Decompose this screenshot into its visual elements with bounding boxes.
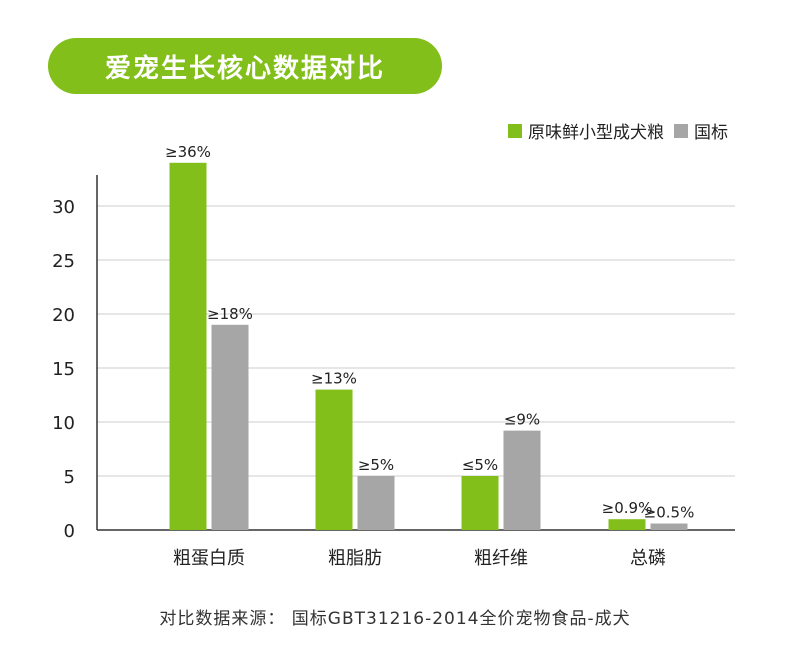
- y-tick-label: 10: [52, 413, 75, 434]
- data-label: ≤5%: [462, 456, 498, 474]
- data-label: ≥5%: [358, 456, 394, 474]
- bar: [650, 523, 688, 530]
- legend-label-standard: 国标: [694, 123, 728, 143]
- title-pill: 爱宠生长核心数据对比: [48, 38, 442, 94]
- source-note: 对比数据来源： 国标GBT31216-2014全价宠物食品-成犬: [159, 609, 631, 629]
- y-tick-label: 0: [64, 521, 75, 542]
- data-label: ≥36%: [165, 143, 211, 161]
- x-category-label: 粗蛋白质: [173, 548, 245, 569]
- x-category-label: 粗纤维: [474, 548, 528, 569]
- bar: [211, 324, 249, 530]
- y-tick-label: 30: [52, 197, 75, 218]
- data-label: ≥0.9%: [602, 499, 653, 517]
- data-label: ≥13%: [311, 370, 357, 388]
- legend-label-product: 原味鲜小型成犬粮: [528, 123, 664, 143]
- bar: [169, 162, 207, 531]
- bar: [461, 476, 499, 530]
- y-tick-label: 5: [64, 467, 75, 488]
- legend-swatch-product: [508, 123, 522, 138]
- bar: [315, 389, 353, 530]
- legend-swatch-standard: [674, 123, 688, 138]
- x-category-label: 总磷: [630, 548, 666, 569]
- data-label: ≥0.5%: [644, 504, 695, 522]
- legend: 原味鲜小型成犬粮 国标: [508, 118, 728, 143]
- bar: [608, 519, 646, 530]
- bar: [503, 430, 541, 530]
- x-category-label: 粗脂肪: [328, 548, 382, 569]
- y-tick-label: 15: [52, 359, 75, 380]
- bar: [357, 476, 395, 530]
- bar-chart: 0 5 10 15 20 25 30 ≥36% ≥18% 粗蛋白质 ≥13% ≥5% 粗脂肪 ≤5% ≤9%…: [52, 143, 735, 569]
- legend-item-standard: 国标: [674, 118, 728, 143]
- data-label: ≤9%: [504, 411, 540, 429]
- data-label: ≥18%: [207, 305, 253, 323]
- legend-item-product: 原味鲜小型成犬粮: [508, 118, 664, 143]
- y-tick-label: 20: [52, 305, 75, 326]
- y-tick-label: 25: [52, 251, 75, 272]
- chart-title: 爱宠生长核心数据对比: [104, 53, 385, 84]
